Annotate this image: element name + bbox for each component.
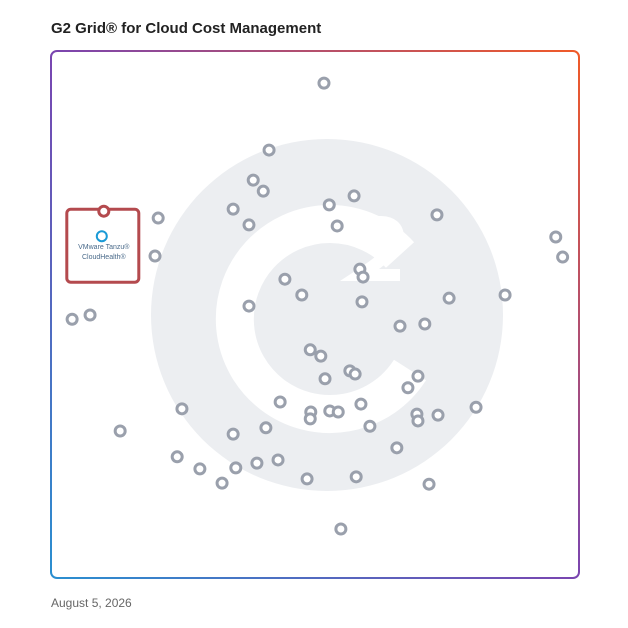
point	[401, 381, 415, 395]
point	[250, 456, 264, 470]
grid-frame	[50, 50, 580, 579]
point	[411, 369, 425, 383]
point	[215, 476, 229, 490]
logo-icon	[95, 230, 108, 243]
point	[393, 319, 407, 333]
product-label: CloudHealth®	[82, 253, 127, 261]
point	[226, 427, 240, 441]
point	[242, 218, 256, 232]
point	[331, 405, 345, 419]
point	[442, 291, 456, 305]
point	[300, 472, 314, 486]
point	[418, 317, 432, 331]
point	[549, 230, 563, 244]
point	[193, 462, 207, 476]
point	[271, 453, 285, 467]
points	[65, 76, 570, 536]
point	[469, 400, 483, 414]
point	[330, 219, 344, 233]
point	[347, 189, 361, 203]
point	[242, 299, 256, 313]
point	[148, 249, 162, 263]
point	[303, 343, 317, 357]
point	[151, 211, 165, 225]
point	[295, 288, 309, 302]
point	[390, 441, 404, 455]
point	[278, 272, 292, 286]
point	[246, 173, 260, 187]
point	[354, 397, 368, 411]
point	[318, 372, 332, 386]
point	[259, 421, 273, 435]
point	[262, 143, 276, 157]
point	[322, 198, 336, 212]
point	[355, 295, 369, 309]
point	[349, 470, 363, 484]
point	[170, 450, 184, 464]
point	[334, 522, 348, 536]
point	[356, 270, 370, 284]
point	[83, 308, 97, 322]
point	[430, 208, 444, 222]
point	[422, 477, 436, 491]
point	[431, 408, 445, 422]
point	[556, 250, 570, 264]
point	[226, 202, 240, 216]
point	[314, 349, 328, 363]
point	[113, 424, 127, 438]
point	[256, 184, 270, 198]
point	[317, 76, 331, 90]
point	[65, 312, 79, 326]
point	[175, 402, 189, 416]
point	[411, 414, 425, 428]
point	[363, 419, 377, 433]
point	[229, 461, 243, 475]
date: August 5, 2026	[51, 596, 132, 610]
highlight: VMware Tanzu® CloudHealth®	[65, 204, 141, 284]
product-label: VMware Tanzu®	[78, 243, 130, 251]
chart-title: G2 Grid® for Cloud Cost Management	[51, 20, 321, 37]
highlight-point	[97, 204, 111, 218]
point	[498, 288, 512, 302]
point	[348, 367, 362, 381]
point	[273, 395, 287, 409]
point	[303, 412, 317, 426]
